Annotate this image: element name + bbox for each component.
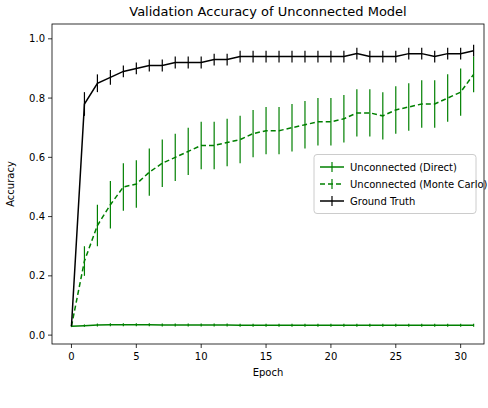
title: Validation Accuracy of Unconnected Model	[129, 4, 406, 19]
x-tick-label: 20	[325, 351, 338, 362]
x-tick-label: 30	[454, 351, 467, 362]
legend-errorbar	[331, 162, 332, 172]
x-tick	[395, 344, 396, 348]
legend-label: Ground Truth	[350, 196, 415, 207]
legend: Unconnected (Direct) Unconnected (Monte C…	[314, 155, 488, 214]
x-tick	[71, 344, 72, 348]
y-tick	[48, 216, 52, 217]
legend-label: Unconnected (Monte Carlo)	[350, 179, 488, 190]
x-tick	[136, 344, 137, 348]
x-tick-label: 25	[389, 351, 402, 362]
y-tick-label: 0.0	[29, 330, 45, 341]
error-bar	[369, 89, 370, 136]
error-bar	[447, 74, 448, 121]
series-line	[71, 74, 473, 326]
y-tick	[48, 38, 52, 39]
error-bar	[460, 68, 461, 115]
chart: Validation Accuracy of Unconnected Model…	[0, 0, 488, 408]
legend-errorbar	[331, 196, 332, 206]
error-bar	[123, 163, 124, 210]
x-tick	[201, 344, 202, 348]
error-bar	[162, 140, 163, 187]
x-tick	[330, 344, 331, 348]
x-tick-label: 10	[195, 351, 208, 362]
x-tick-label: 15	[260, 351, 273, 362]
y-tick-label: 0.8	[29, 93, 45, 104]
y-tick-label: 0.2	[29, 270, 45, 281]
y-tick	[48, 335, 52, 336]
legend-errorbar	[331, 179, 332, 189]
y-tick-label: 0.4	[29, 211, 45, 222]
legend-label: Unconnected (Direct)	[350, 162, 457, 173]
y-axis-label: Accuracy	[5, 161, 16, 207]
y-tick	[48, 157, 52, 158]
y-tick	[48, 275, 52, 276]
x-tick-label: 5	[133, 351, 139, 362]
x-tick-label: 0	[68, 351, 74, 362]
error-bar	[149, 148, 150, 195]
y-tick-label: 1.0	[29, 33, 45, 44]
y-tick	[48, 98, 52, 99]
error-bar	[252, 110, 253, 157]
x-tick	[266, 344, 267, 348]
y-tick-label: 0.6	[29, 152, 45, 163]
error-bar	[291, 104, 292, 151]
x-axis-label: Epoch	[253, 367, 284, 378]
error-bar	[408, 83, 409, 130]
x-tick	[460, 344, 461, 348]
series-line	[71, 325, 473, 326]
